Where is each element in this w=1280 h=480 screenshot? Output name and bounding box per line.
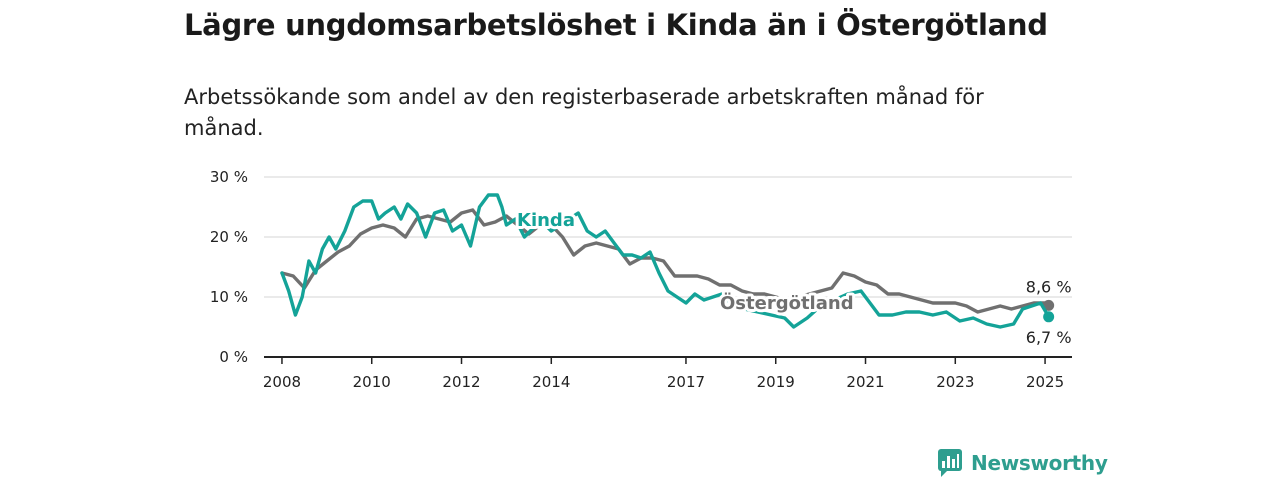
chart-title: Lägre ungdomsarbetslöshet i Kinda än i Ö… (184, 8, 1048, 42)
x-tick-label: 2021 (846, 373, 884, 391)
y-axis-ticks: 0 % 10 % 20 % 30 % (210, 168, 248, 366)
x-axis-ticks: 2008 2010 2012 2014 2017 2019 2021 2023 2025 (263, 357, 1064, 391)
x-tick-label: 2019 (757, 373, 795, 391)
series-name-halo--sterg-tland: Östergötland (720, 292, 854, 314)
series-name-kinda: Kinda (517, 210, 575, 231)
y-tick-label: 0 % (219, 348, 248, 366)
brand-logo: Newsworthy (937, 448, 1108, 478)
x-tick-label: 2017 (667, 373, 705, 391)
end-value-label--sterg-tland: 8,6 % (1026, 277, 1072, 296)
y-tick-label: 10 % (210, 288, 248, 306)
x-tick-label: 2014 (532, 373, 570, 391)
y-tick-label: 30 % (210, 168, 248, 186)
x-tick-label: 2012 (442, 373, 480, 391)
chart-subtitle: Arbetssökande som andel av den registerb… (184, 85, 984, 140)
x-tick-label: 2025 (1026, 373, 1064, 391)
series-line-kinda (280, 193, 1051, 329)
brand-name: Newsworthy (971, 451, 1108, 475)
series-name--sterg-tland: Östergötland (720, 292, 854, 314)
series-name-halo-kinda: Kinda (517, 210, 575, 231)
x-tick-label: 2010 (353, 373, 391, 391)
newsworthy-logo-icon (938, 449, 962, 477)
series-line--sterg-tland (280, 208, 1051, 314)
y-tick-label: 20 % (210, 228, 248, 246)
grid-layer (264, 176, 1072, 358)
x-tick-label: 2008 (263, 373, 301, 391)
series-layer (280, 193, 1055, 329)
end-value-label-kinda: 6,7 % (1026, 328, 1072, 347)
series-endpoint--sterg-tland (1043, 299, 1055, 311)
series-endpoint-kinda (1043, 311, 1055, 323)
x-tick-label: 2023 (936, 373, 974, 391)
